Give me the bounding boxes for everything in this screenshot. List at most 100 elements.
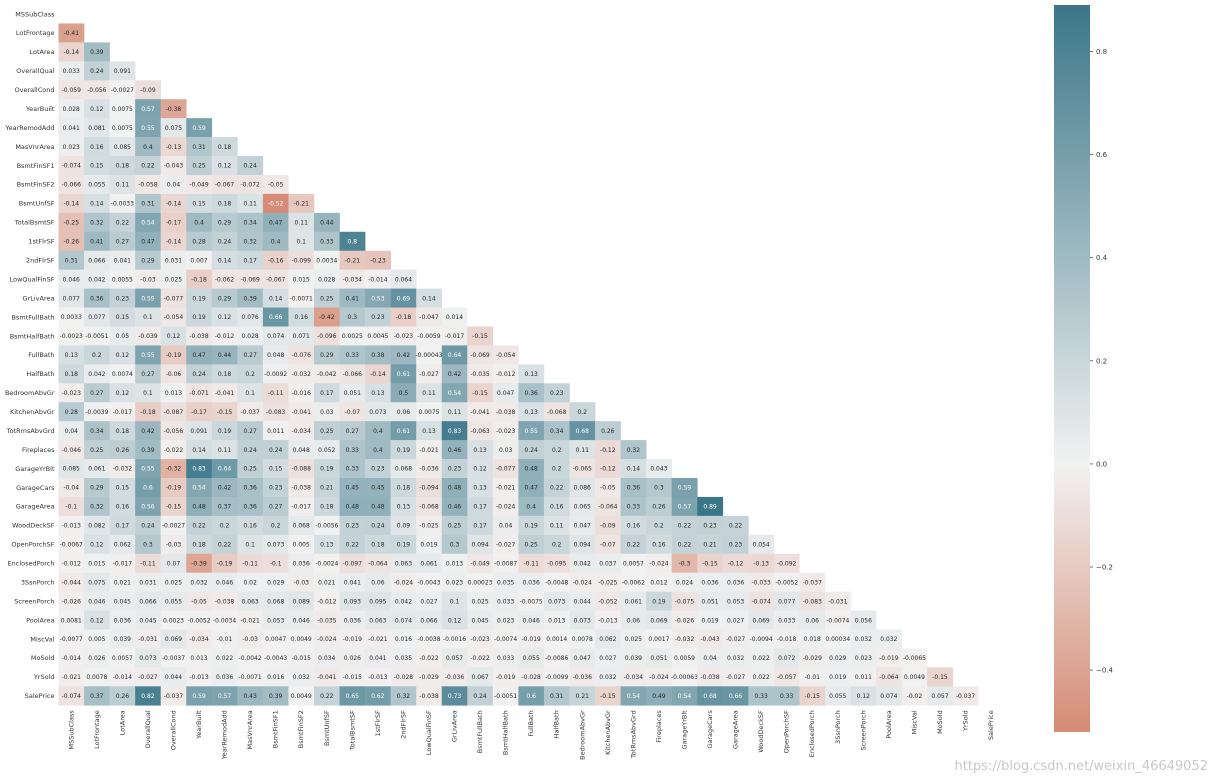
heatmap-cell xyxy=(237,686,264,706)
heatmap-cell xyxy=(365,553,391,573)
heatmap-cell xyxy=(492,421,519,441)
heatmap-cell xyxy=(288,686,315,706)
heatmap-cell xyxy=(416,326,443,346)
cell-value-label: 0.4 xyxy=(194,220,204,227)
heatmap-cell xyxy=(58,326,85,346)
cell-value-label: -0.012 xyxy=(62,560,82,567)
heatmap-cell xyxy=(390,421,417,441)
cell-value-label: -0.038 xyxy=(700,674,720,681)
heatmap-cell xyxy=(365,288,391,308)
cell-value-label: 0.56 xyxy=(141,504,155,511)
cell-value-label: 0.023 xyxy=(63,144,80,151)
cell-value-label: -0.21 xyxy=(293,201,309,208)
heatmap-cell xyxy=(109,383,136,403)
heatmap-cell xyxy=(518,591,545,611)
cell-value-label: -0.0077 xyxy=(60,636,83,643)
cell-value-label: 0.047 xyxy=(574,523,591,530)
cell-value-label: 0.035 xyxy=(497,579,514,586)
cell-value-label: 0.18 xyxy=(116,428,130,435)
heatmap-cell xyxy=(135,553,161,573)
heatmap-cell xyxy=(84,364,110,384)
cell-value-label: 0.12 xyxy=(448,617,462,624)
heatmap-cell xyxy=(84,667,110,687)
heatmap-cell xyxy=(441,402,468,422)
cell-value-label: 0.16 xyxy=(627,523,641,530)
x-tick-label: ScreenPorch xyxy=(859,710,867,750)
cell-value-label: 0.42 xyxy=(397,352,411,359)
heatmap-cell xyxy=(697,572,724,592)
cell-value-label: 0.83 xyxy=(448,428,462,435)
heatmap-cell xyxy=(646,534,672,555)
heatmap-cell xyxy=(186,231,213,252)
cell-value-label: -0.044 xyxy=(62,579,82,586)
heatmap-cell xyxy=(722,534,749,555)
heatmap-cell xyxy=(697,553,724,573)
x-tick-label: SalePrice xyxy=(987,710,995,740)
heatmap-cell xyxy=(748,534,775,555)
cell-value-label: 0.31 xyxy=(65,257,79,264)
heatmap-cell xyxy=(314,383,340,403)
heatmap-cell xyxy=(84,118,110,138)
cell-value-label: 0.41 xyxy=(90,238,104,245)
heatmap-cell xyxy=(569,459,596,479)
heatmap-cell xyxy=(135,686,161,706)
heatmap-cell xyxy=(518,459,545,479)
cell-value-label: 0.66 xyxy=(269,314,283,321)
cell-value-label: -0.17 xyxy=(166,220,182,227)
cell-value-label: -0.041 xyxy=(292,409,312,416)
y-tick-label: LowQualFinSF xyxy=(10,275,55,283)
heatmap-cell xyxy=(237,459,264,479)
cell-value-label: 0.063 xyxy=(369,617,386,624)
cell-value-label: -0.097 xyxy=(343,560,363,567)
cell-value-label: -0.032 xyxy=(113,466,133,473)
cell-value-label: 0.032 xyxy=(599,674,616,681)
heatmap-cell xyxy=(339,383,366,403)
cell-value-label: 0.89 xyxy=(703,504,717,511)
cell-value-label: 0.1 xyxy=(143,314,153,321)
cell-value-label: -0.26 xyxy=(64,238,80,245)
heatmap-cell xyxy=(109,250,136,270)
cell-value-label: -0.027 xyxy=(496,541,516,548)
heatmap-cell xyxy=(109,421,136,441)
x-tick-label: LotArea xyxy=(118,710,126,735)
cell-value-label: 0.056 xyxy=(855,617,872,624)
heatmap-cell xyxy=(135,288,161,308)
heatmap-cell xyxy=(262,364,289,384)
cell-value-label: 0.59 xyxy=(678,485,692,492)
cell-value-label: -0.043 xyxy=(164,163,184,170)
heatmap-cell xyxy=(390,553,417,573)
cell-value-label: -0.038 xyxy=(215,598,235,605)
cell-value-label: 0.042 xyxy=(88,371,105,378)
heatmap-cell xyxy=(825,667,851,687)
cell-value-label: -0.0092 xyxy=(264,371,287,378)
cell-value-label: 0.82 xyxy=(141,693,155,700)
heatmap-cell xyxy=(492,534,519,555)
cell-value-label: 0.055 xyxy=(523,655,540,662)
cell-value-label: -0.09 xyxy=(140,87,156,94)
cell-value-label: 0.073 xyxy=(267,541,284,548)
heatmap-cell xyxy=(365,591,391,611)
cell-value-label: 0.23 xyxy=(269,485,283,492)
heatmap-cell xyxy=(390,307,417,327)
cell-value-label: -0.0024 xyxy=(315,560,338,567)
cell-value-label: 0.13 xyxy=(524,409,538,416)
cell-value-label: -0.027 xyxy=(419,371,439,378)
cell-value-label: -0.21 xyxy=(345,257,361,264)
cell-value-label: 0.028 xyxy=(318,276,335,283)
heatmap-cell xyxy=(416,440,443,460)
cell-value-label: 0.37 xyxy=(90,693,104,700)
heatmap-cell xyxy=(288,193,315,214)
heatmap-cell xyxy=(58,459,85,479)
heatmap-cell xyxy=(620,591,647,611)
heatmap-cell xyxy=(262,610,289,630)
heatmap-cell xyxy=(211,156,238,176)
heatmap-cell xyxy=(160,288,187,308)
heatmap-cell xyxy=(671,667,698,687)
cell-value-label: 0.39 xyxy=(141,447,155,454)
cell-value-label: 0.0075 xyxy=(112,106,133,113)
y-tick-label: WoodDeckSF xyxy=(12,522,55,530)
cell-value-label: -0.09 xyxy=(600,523,616,530)
heatmap-cell xyxy=(671,610,698,630)
cell-value-label: 0.036 xyxy=(701,579,718,586)
